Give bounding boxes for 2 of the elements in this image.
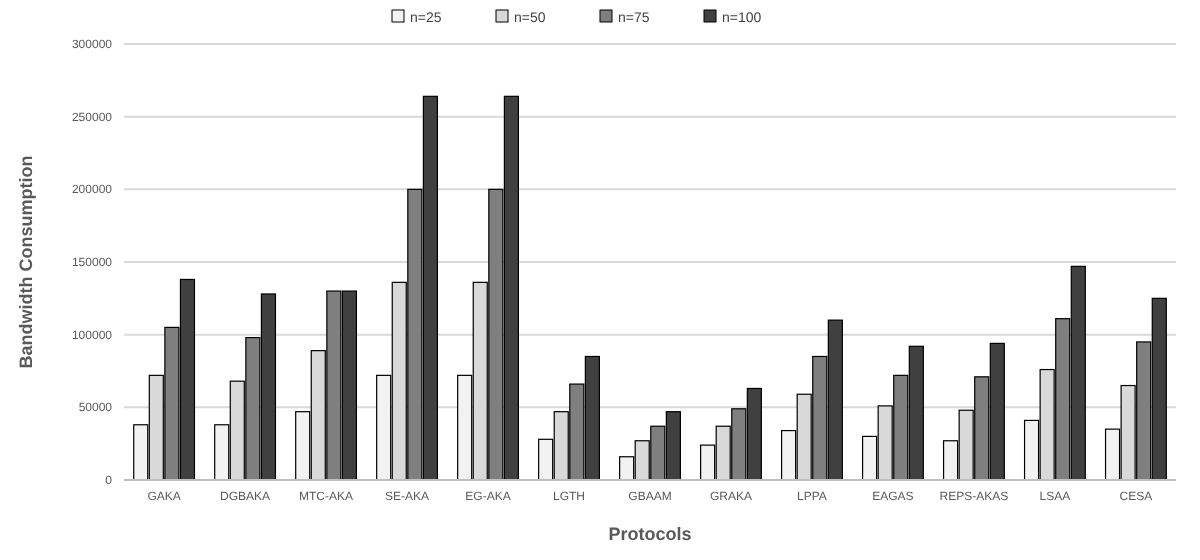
- x-axis-title: Protocols: [608, 524, 692, 544]
- y-axis-title: Bandwidth Consumption: [16, 155, 36, 369]
